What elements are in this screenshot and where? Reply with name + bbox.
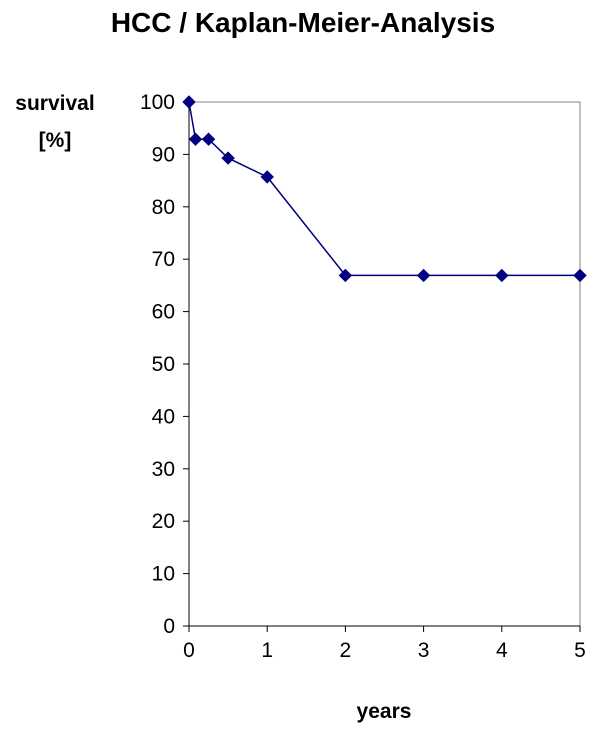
data-point-marker: [201, 132, 216, 146]
data-point-marker: [338, 268, 353, 283]
y-tick-label: 50: [152, 353, 175, 376]
plot-area-frame: [188, 101, 581, 627]
data-point-marker: [221, 151, 235, 165]
y-tick-label: 40: [152, 405, 175, 428]
series-survival: [182, 95, 587, 283]
series-line: [188, 101, 580, 277]
data-point-marker: [182, 95, 196, 109]
x-tick-label: 1: [261, 639, 273, 662]
y-tick-label: 100: [140, 91, 175, 114]
data-point-marker: [573, 268, 587, 283]
data-point-marker: [495, 268, 509, 283]
y-axis-label-line2: [%]: [39, 129, 72, 152]
chart-title: HCC / Kaplan-Meier-Analysis: [111, 7, 495, 38]
y-axis-label-line1: survival: [15, 92, 94, 115]
y-tick-label: 30: [152, 458, 175, 481]
y-tick-label: 90: [152, 143, 175, 166]
y-tick-label: 20: [152, 510, 175, 533]
x-axis: 0 1 2 3 4 5: [183, 625, 586, 662]
data-point-marker: [260, 170, 274, 184]
x-tick-label: 2: [340, 639, 352, 662]
y-tick-label: 80: [152, 196, 175, 219]
x-tick-label: 3: [418, 639, 430, 662]
y-axis: 0 10 20 30 40 50 60 70 80 90 100: [140, 91, 190, 638]
x-axis-label: years: [357, 700, 412, 723]
x-tick-label: 4: [496, 639, 508, 662]
x-tick-label: 5: [574, 639, 586, 662]
y-tick-label: 0: [163, 615, 175, 638]
data-point-marker: [188, 132, 203, 146]
x-tick-label: 0: [183, 639, 195, 662]
y-tick-label: 70: [152, 248, 175, 271]
y-tick-label: 60: [152, 301, 175, 324]
y-tick-label: 10: [152, 563, 175, 586]
data-point-marker: [416, 268, 431, 283]
